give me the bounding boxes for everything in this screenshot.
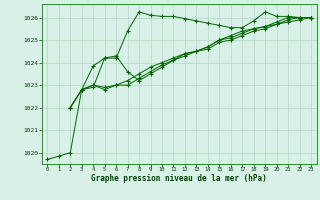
X-axis label: Graphe pression niveau de la mer (hPa): Graphe pression niveau de la mer (hPa) xyxy=(91,174,267,183)
